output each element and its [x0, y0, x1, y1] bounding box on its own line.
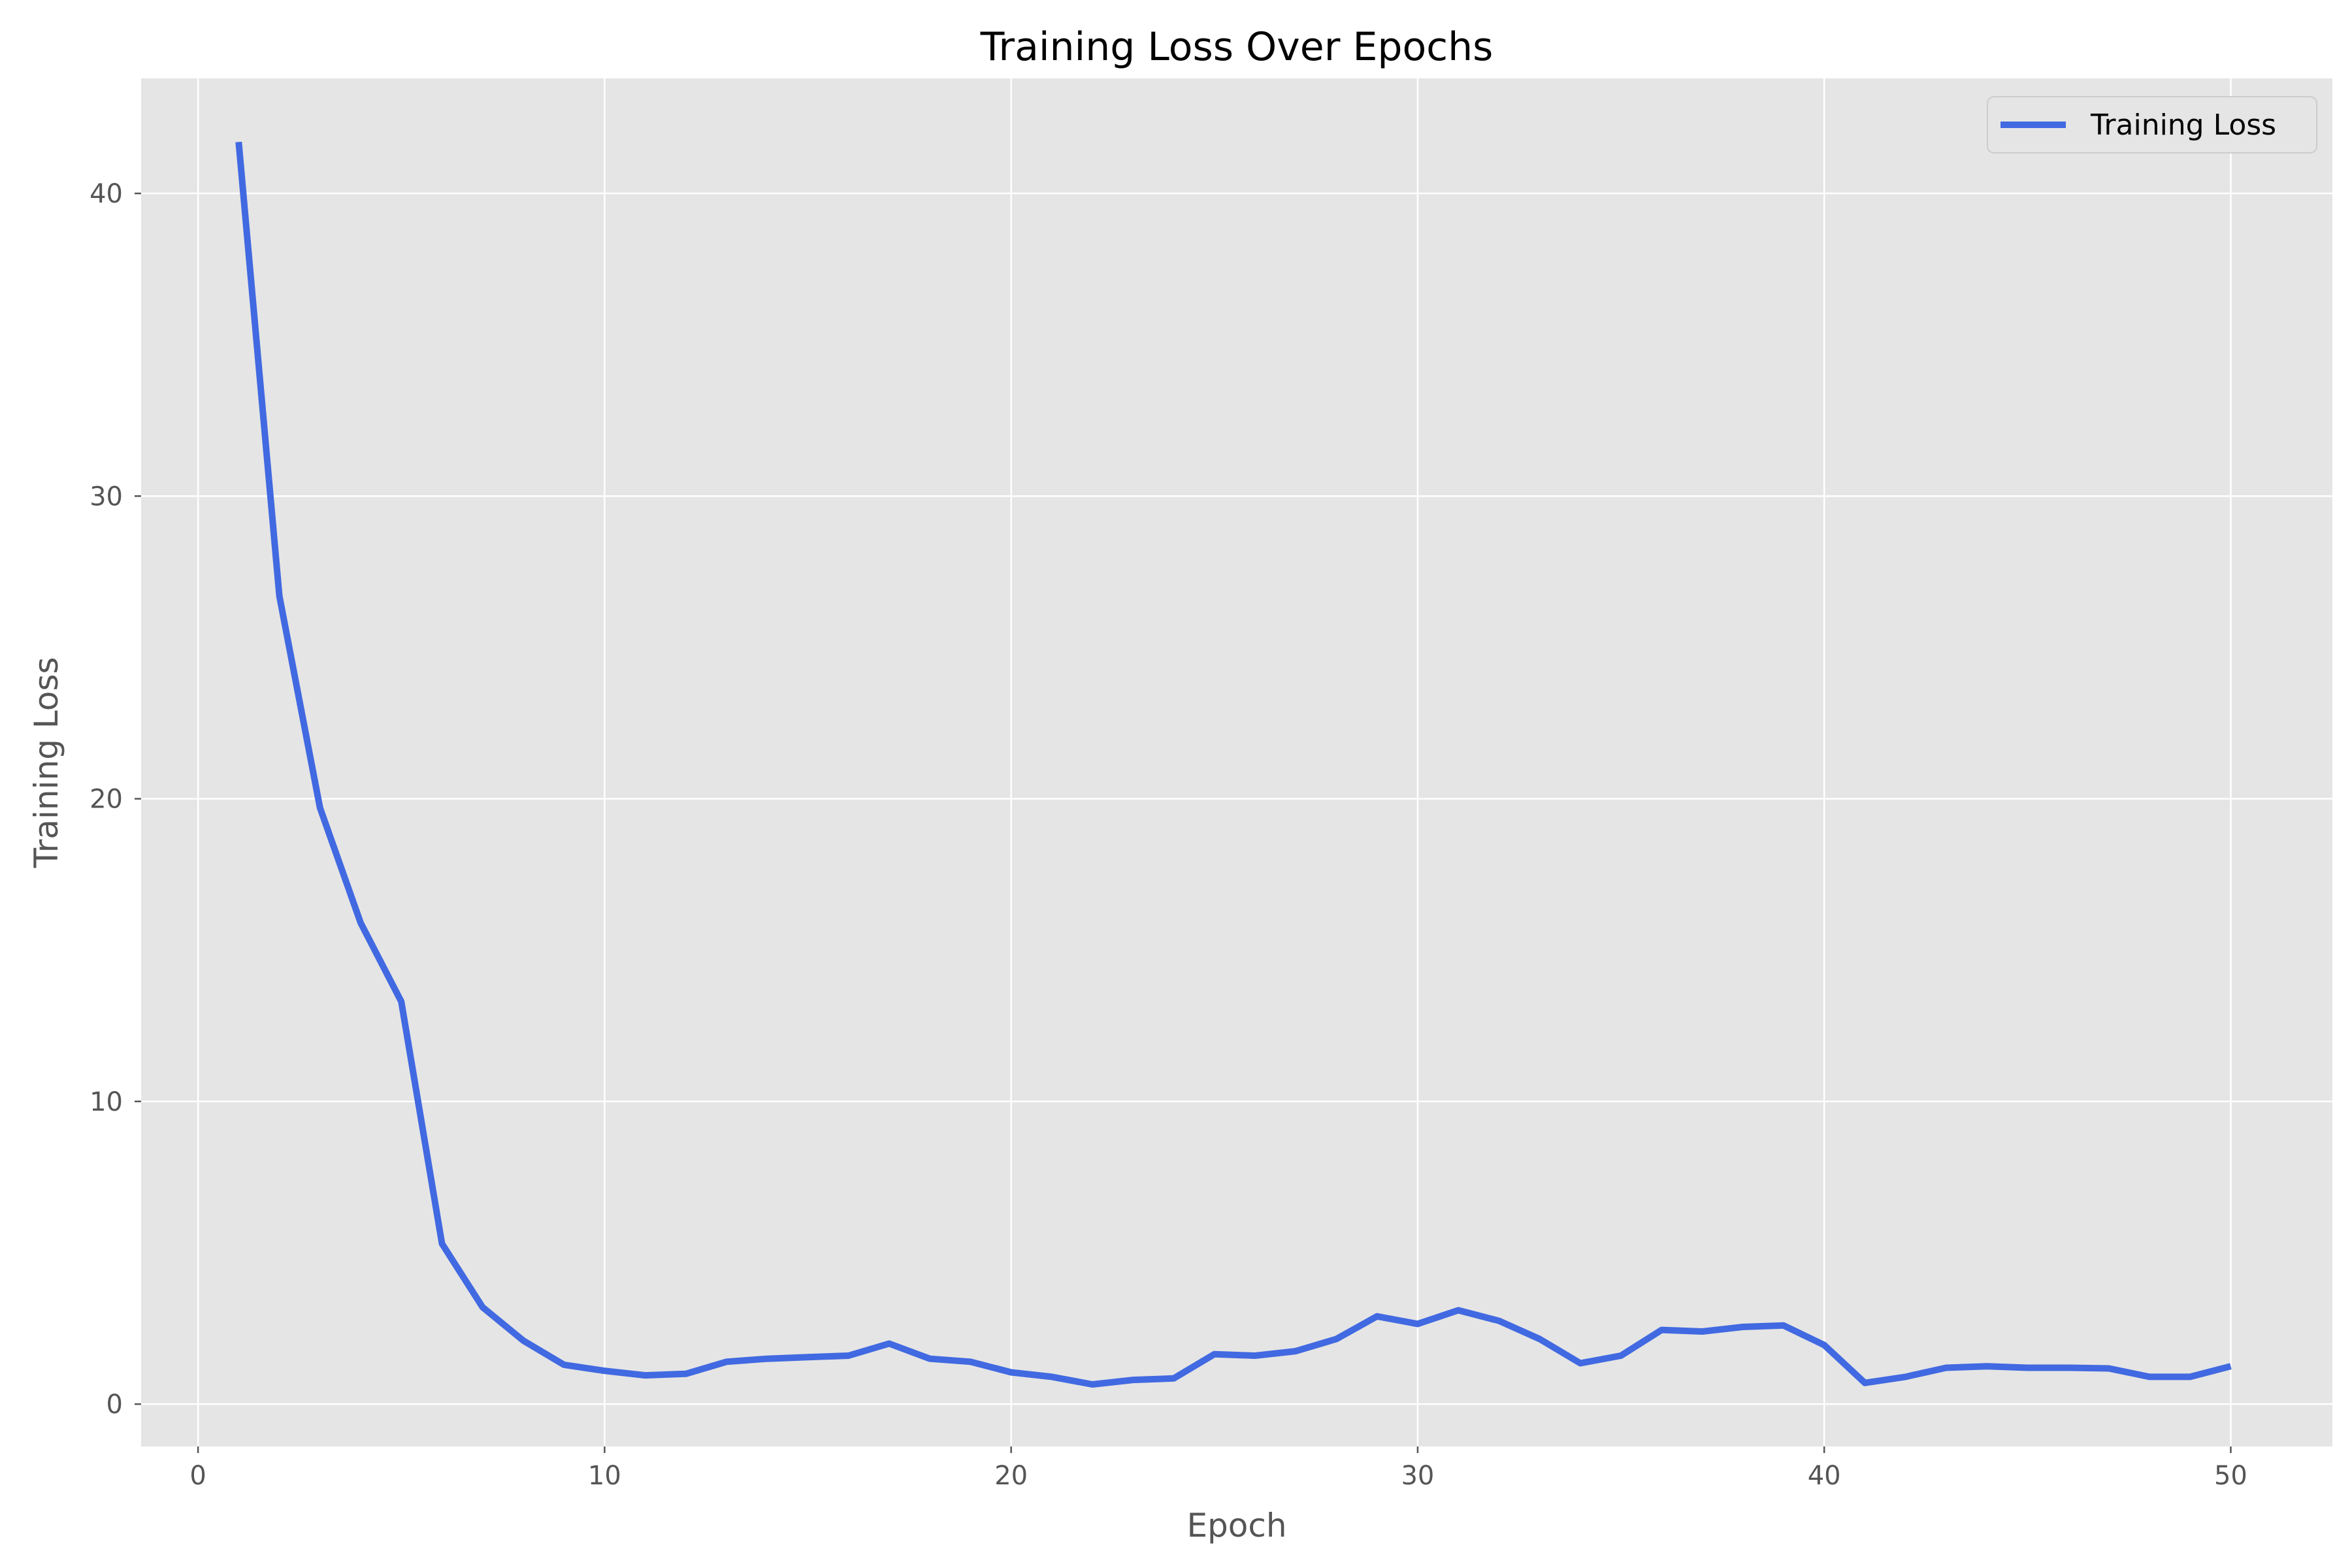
- gridlines: [141, 78, 2332, 1446]
- x-tick-label: 0: [189, 1461, 206, 1491]
- y-tick-label: 20: [90, 785, 123, 815]
- x-axis-title: Epoch: [1186, 1507, 1286, 1544]
- y-tick-labels: 0 10 20 30 40: [90, 179, 123, 1420]
- x-tick-label: 40: [1808, 1461, 1841, 1491]
- y-tick-label: 0: [106, 1390, 123, 1420]
- series-points: [238, 142, 2231, 1385]
- y-tick-label: 10: [90, 1087, 123, 1117]
- plot-area: [141, 78, 2332, 1446]
- y-axis-title: Training Loss: [27, 657, 65, 869]
- tick-marks: [135, 192, 2232, 1453]
- x-tick-label: 20: [994, 1461, 1028, 1491]
- legend-label-training-loss: Training Loss: [2090, 108, 2276, 142]
- x-tick-label: 30: [1401, 1461, 1434, 1491]
- x-tick-labels: 0 10 20 30 40 50: [189, 1461, 2247, 1491]
- x-tick-label: 50: [2214, 1461, 2247, 1491]
- x-tick-label: 10: [588, 1461, 621, 1491]
- chart-title: Training Loss Over Epochs: [980, 24, 1494, 70]
- y-tick-label: 30: [90, 482, 123, 512]
- legend: Training Loss: [1987, 96, 2317, 154]
- legend-box: [1987, 96, 2317, 154]
- y-tick-label: 40: [90, 179, 123, 209]
- series-line-training-loss: [235, 141, 2232, 1388]
